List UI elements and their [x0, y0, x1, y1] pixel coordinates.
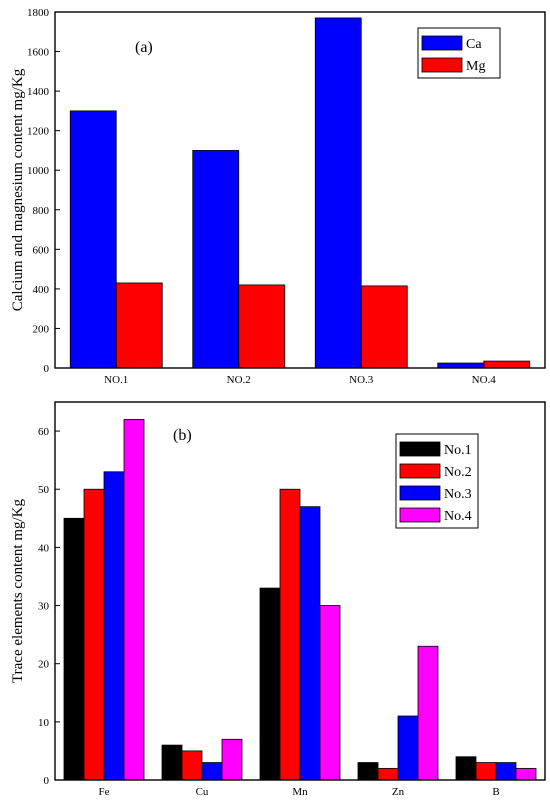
legend-label: No.3 [444, 487, 472, 502]
chart-b-x-ticks: Fe Cu Mn Zn B [99, 775, 500, 798]
y-tick-label: 200 [33, 323, 50, 335]
y-tick-label: 600 [33, 244, 50, 256]
chart-b-legend: No.1 No.2 No.3 No.4 [395, 433, 479, 529]
bar-no1-cu [161, 744, 183, 781]
y-tick-label: 10 [38, 717, 50, 729]
bar-no2-b [475, 762, 497, 781]
bar-no4-fe [123, 419, 145, 781]
bar-no4-b [515, 767, 537, 781]
legend-label: Mg [466, 59, 485, 74]
bar-mg-no1 [115, 282, 163, 369]
chart-a-panel-label: (a) [135, 39, 153, 56]
legend-label: No.1 [444, 443, 472, 458]
bar-no3-cu [201, 762, 223, 781]
bar-no2-cu [181, 750, 203, 781]
chart-b-y-axis-label: Trace elements content mg/Kg [10, 499, 26, 683]
y-tick-label: 400 [33, 284, 50, 296]
bar-no3-zn [397, 715, 419, 781]
chart-a-frame [54, 11, 546, 369]
bar-no2-fe [83, 488, 105, 781]
y-tick-label: 50 [38, 484, 50, 496]
bar-mg-no4 [483, 360, 531, 369]
chart-a-bars [69, 17, 531, 369]
legend-swatch [399, 441, 441, 457]
chart-b-y-ticks: 0 10 20 30 40 50 60 [38, 426, 60, 787]
y-tick-label: 800 [33, 205, 50, 217]
bar-no1-b [455, 756, 477, 781]
x-tick-label: Cu [196, 786, 209, 798]
bar-no1-zn [357, 762, 379, 781]
chart-b-frame [54, 401, 546, 781]
x-tick-label: NO.4 [472, 374, 497, 386]
legend-swatch [399, 507, 441, 523]
chart-b-panel-label: (b) [173, 427, 192, 444]
bar-ca-no2 [192, 150, 240, 369]
bar-no3-fe [103, 471, 125, 781]
legend-swatch [421, 35, 463, 51]
y-tick-label: 20 [38, 659, 50, 671]
bar-mg-no3 [360, 285, 408, 369]
x-tick-label: NO.3 [349, 374, 374, 386]
x-tick-label: Mn [292, 786, 308, 798]
legend-label: Ca [466, 37, 482, 52]
bar-no1-fe [63, 517, 85, 781]
bar-no4-zn [417, 645, 439, 781]
bar-ca-no4 [437, 362, 485, 369]
bar-no2-zn [377, 767, 399, 781]
y-tick-label: 1200 [27, 126, 50, 138]
y-tick-label: 1600 [27, 47, 50, 59]
legend-swatch [421, 57, 463, 73]
bar-no4-mn [319, 605, 341, 781]
y-tick-label: 30 [38, 601, 50, 613]
bar-ca-no3 [314, 17, 362, 369]
y-tick-label: 60 [38, 426, 50, 438]
chart-a-legend: Ca Mg [417, 27, 501, 79]
x-tick-label: NO.2 [227, 374, 251, 386]
bar-no1-mn [259, 587, 281, 781]
chart-a-y-ticks: 0 200 400 600 800 1000 1200 1400 1600 1800 [27, 7, 60, 375]
y-tick-label: 0 [44, 775, 50, 787]
bar-no3-mn [299, 506, 321, 781]
bar-no2-mn [279, 488, 301, 781]
y-tick-label: 1000 [27, 165, 50, 177]
y-tick-label: 40 [38, 542, 50, 554]
legend-label: No.2 [444, 465, 472, 480]
x-tick-label: B [492, 786, 499, 798]
x-tick-label: Zn [392, 786, 405, 798]
legend-label: No.4 [444, 509, 472, 524]
legend-swatch [399, 485, 441, 501]
chart-panel-b: 0 10 20 30 40 50 60 Fe Cu Mn Zn B (b) Trace elemen… [10, 401, 546, 798]
x-tick-label: NO.1 [104, 374, 128, 386]
chart-a-x-ticks: NO.1 NO.2 NO.3 NO.4 [104, 363, 496, 386]
bar-no4-cu [221, 738, 243, 781]
y-tick-label: 1800 [27, 7, 50, 19]
chart-a-y-axis-label: Calcium and magnesium content mg/Kg [10, 68, 26, 311]
y-tick-label: 0 [44, 363, 50, 375]
y-tick-label: 1400 [27, 86, 50, 98]
bar-no3-b [495, 762, 517, 781]
legend-swatch [399, 463, 441, 479]
x-tick-label: Fe [99, 786, 110, 798]
chart-b-bars [63, 419, 537, 781]
bar-mg-no2 [238, 284, 286, 369]
bar-ca-no1 [69, 110, 117, 369]
